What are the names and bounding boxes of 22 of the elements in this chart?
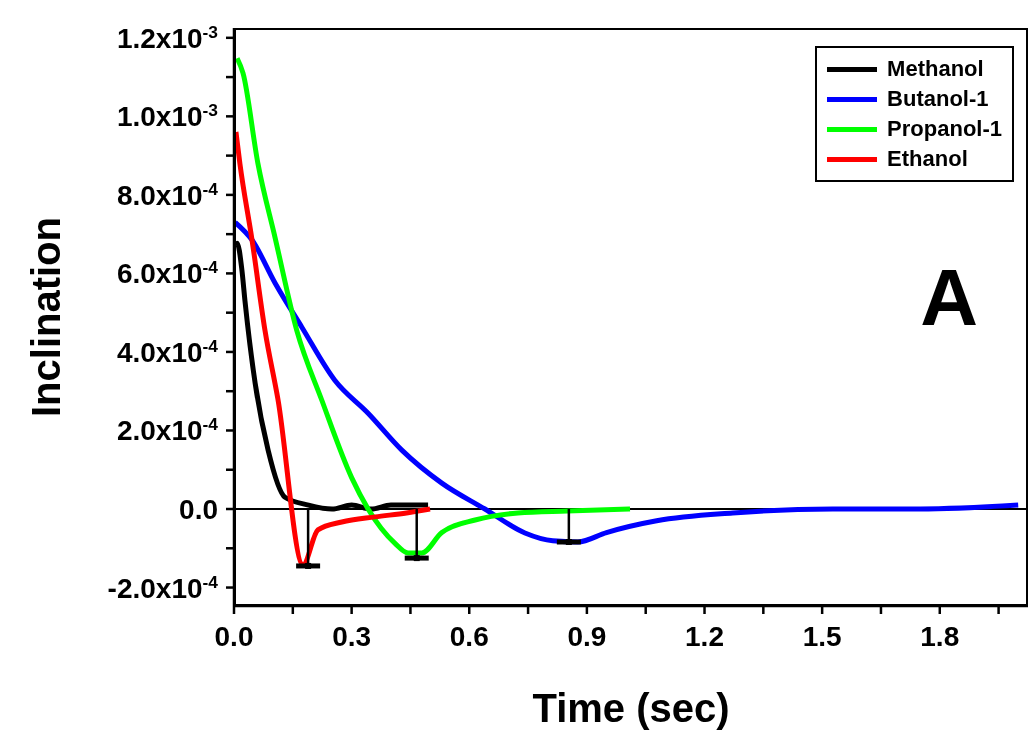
- legend-label: Ethanol: [887, 146, 968, 172]
- y-tick-label: 0.0: [179, 494, 218, 526]
- y-axis-title: Inclination: [24, 217, 68, 417]
- legend-label: Butanol-1: [887, 86, 989, 112]
- y-tick-label: 8.0x10$^{-4}$: [116, 178, 219, 211]
- y-tick-label: 1.2x10$^{-3}$: [116, 21, 219, 54]
- y-tick-label: 6.0x10$^{-4}$: [116, 257, 219, 290]
- y-tick-label: 1.0x10$^{-3}$: [116, 100, 219, 133]
- annotation: A: [920, 253, 978, 342]
- x-tick-label: 1.8: [920, 621, 960, 652]
- legend-label: Methanol: [887, 56, 984, 82]
- x-tick-label: 0.0: [214, 621, 254, 652]
- y-tick-label: 4.0x10$^{-4}$: [116, 335, 219, 368]
- y-tick-label: 2.0x10$^{-4}$: [116, 414, 219, 447]
- y-tick-label: -2.0x10$^{-4}$: [107, 571, 219, 604]
- x-tick-label: 1.5: [802, 621, 842, 652]
- x-tick-label: 1.2: [685, 621, 724, 652]
- x-tick-label: 0.6: [449, 621, 489, 652]
- x-tick-label: 0.3: [332, 621, 372, 652]
- x-tick-label: 0.9: [567, 621, 607, 652]
- legend-label: Propanol-1: [887, 116, 1002, 142]
- x-axis-title: Time (sec): [532, 686, 730, 730]
